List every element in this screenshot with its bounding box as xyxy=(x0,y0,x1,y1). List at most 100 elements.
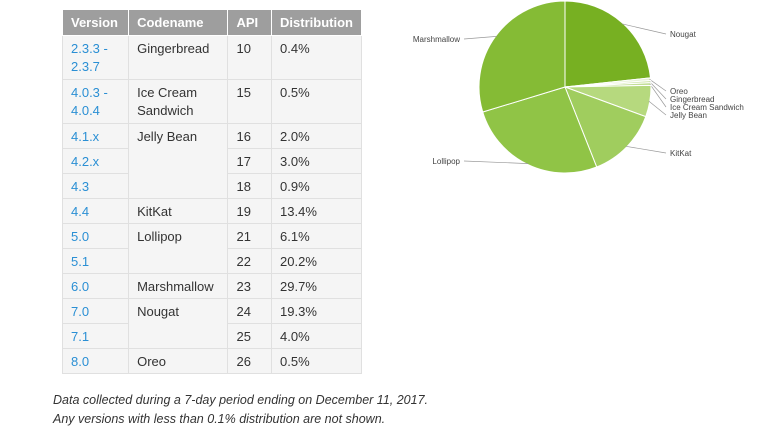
version-cell: 7.1 xyxy=(61,323,130,349)
version-link[interactable]: 4.2.x xyxy=(71,154,100,169)
pie-label: Ice Cream Sandwich xyxy=(670,103,744,112)
codename-cell: Nougat xyxy=(128,298,229,349)
distribution-cell: 4.0% xyxy=(271,323,362,349)
header-distribution: Distribution xyxy=(271,9,362,36)
distribution-cell: 19.3% xyxy=(271,298,362,324)
version-cell: 5.0 xyxy=(61,223,130,249)
table-row: 7.1 25 4.0% xyxy=(61,323,362,349)
pie-leader-line xyxy=(463,160,529,164)
pie-leader-line xyxy=(625,145,667,154)
header-version: Version xyxy=(61,9,130,36)
pie-leader-line xyxy=(649,81,667,100)
version-link[interactable]: 7.1 xyxy=(71,329,90,344)
codename-cell: Oreo xyxy=(128,348,229,374)
api-cell: 25 xyxy=(227,323,273,349)
distribution-cell: 0.5% xyxy=(271,348,362,374)
version-link[interactable]: 4.1.x xyxy=(71,129,100,144)
api-cell: 21 xyxy=(227,223,273,249)
distribution-cell: 20.2% xyxy=(271,248,362,274)
version-cell: 2.3.3 - 2.3.7 xyxy=(61,35,130,80)
table-body: 2.3.3 - 2.3.7 Gingerbread 10 0.4% 4.0.3 - 4.… xyxy=(61,35,362,374)
version-cell: 4.4 xyxy=(61,198,130,224)
api-cell: 15 xyxy=(227,79,273,124)
pie-label: Gingerbread xyxy=(670,95,714,104)
table-row: 5.0 Lollipop 21 6.1% xyxy=(61,223,362,274)
codename-cell: KitKat xyxy=(128,198,229,224)
version-link[interactable]: 8.0 xyxy=(71,354,90,369)
header-api: API xyxy=(227,9,273,36)
version-link[interactable]: 5.1 xyxy=(71,254,90,269)
distribution-cell: 3.0% xyxy=(271,148,362,174)
version-cell: 4.0.3 - 4.0.4 xyxy=(61,79,130,124)
api-cell: 23 xyxy=(227,273,273,299)
version-cell: 8.0 xyxy=(61,348,130,374)
api-cell: 10 xyxy=(227,35,273,80)
version-link[interactable]: 7.0 xyxy=(71,304,90,319)
pie-slice-marshmallow xyxy=(478,0,566,113)
version-cell: 6.0 xyxy=(61,273,130,299)
table-row: 2.3.3 - 2.3.7 Gingerbread 10 0.4% xyxy=(61,35,362,80)
distribution-table: Version Codename API Distribution 2.3.3 … xyxy=(61,9,362,374)
table-row: 4.0.3 - 4.0.4 Ice Cream Sandwich 15 0.5% xyxy=(61,79,362,124)
table-row: 4.4 KitKat 19 13.4% xyxy=(61,198,362,224)
version-link[interactable]: 2.3.3 - 2.3.7 xyxy=(71,41,108,74)
version-cell: 4.2.x xyxy=(61,148,130,174)
distribution-cell: 2.0% xyxy=(271,123,362,149)
api-cell: 17 xyxy=(227,148,273,174)
codename-cell: Ice Cream Sandwich xyxy=(128,79,229,124)
codename-cell: Jelly Bean xyxy=(128,123,229,199)
pie-label: Oreo xyxy=(670,87,688,96)
pie-leader-line xyxy=(649,83,667,108)
codename-cell: Lollipop xyxy=(128,223,229,274)
api-cell: 24 xyxy=(227,298,273,324)
version-link[interactable]: 4.0.3 - 4.0.4 xyxy=(71,85,108,118)
version-link[interactable]: 5.0 xyxy=(71,229,90,244)
codename-cell: Gingerbread xyxy=(128,35,229,80)
table-row: 5.1 22 20.2% xyxy=(61,248,362,274)
version-link[interactable]: 4.4 xyxy=(71,204,90,219)
footnote-threshold: Any versions with less than 0.1% distrib… xyxy=(53,412,386,426)
footnotes: Data collected during a 7-day period end… xyxy=(53,391,428,429)
version-link[interactable]: 4.3 xyxy=(71,179,90,194)
version-cell: 7.0 xyxy=(61,298,130,324)
distribution-cell: 0.5% xyxy=(271,79,362,124)
table-row: 4.2.x 17 3.0% xyxy=(61,148,362,174)
pie-slice-lollipop xyxy=(482,86,598,174)
pie-leader-line xyxy=(463,36,497,40)
pie-leader-line xyxy=(621,23,667,35)
distribution-cell: 29.7% xyxy=(271,273,362,299)
pie-label: Jelly Bean xyxy=(670,111,707,120)
api-cell: 22 xyxy=(227,248,273,274)
table-row: 4.3 18 0.9% xyxy=(61,173,362,199)
version-cell: 4.3 xyxy=(61,173,130,199)
table-row: 6.0 Marshmallow 23 29.7% xyxy=(61,273,362,299)
pie-leader-line xyxy=(648,100,667,116)
table-header-row: Version Codename API Distribution xyxy=(61,9,362,36)
distribution-cell: 13.4% xyxy=(271,198,362,224)
version-link[interactable]: 6.0 xyxy=(71,279,90,294)
pie-label: Marshmallow xyxy=(413,35,460,44)
pie-leader-line xyxy=(649,79,667,92)
distribution-cell: 0.9% xyxy=(271,173,362,199)
header-codename: Codename xyxy=(128,9,229,36)
api-cell: 26 xyxy=(227,348,273,374)
api-cell: 19 xyxy=(227,198,273,224)
version-cell: 5.1 xyxy=(61,248,130,274)
pie-slice-nougat xyxy=(564,0,652,88)
pie-label: KitKat xyxy=(670,149,692,158)
distribution-cell: 6.1% xyxy=(271,223,362,249)
table-row: 4.1.x Jelly Bean 16 2.0% xyxy=(61,123,362,199)
table-row: 7.0 Nougat 24 19.3% xyxy=(61,298,362,349)
table-row: 8.0 Oreo 26 0.5% xyxy=(61,348,362,374)
codename-cell: Marshmallow xyxy=(128,273,229,299)
api-cell: 18 xyxy=(227,173,273,199)
distribution-cell: 0.4% xyxy=(271,35,362,80)
pie-slice-kitkat xyxy=(564,86,647,168)
pie-label: Lollipop xyxy=(432,157,460,166)
pie-label: Nougat xyxy=(670,30,697,39)
api-cell: 16 xyxy=(227,123,273,149)
version-cell: 4.1.x xyxy=(61,123,130,149)
footnote-collection-period: Data collected during a 7-day period end… xyxy=(53,393,429,407)
